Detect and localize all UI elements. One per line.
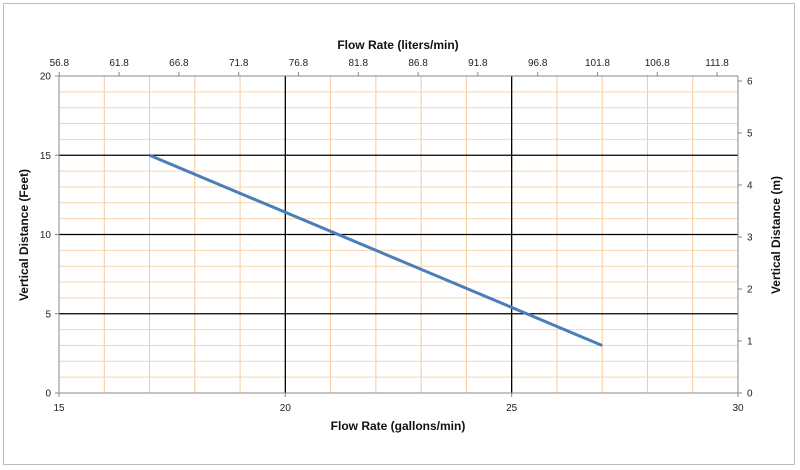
x-bottom-tick-label: 30 (732, 403, 744, 414)
x-top-tick-label: 91.8 (468, 58, 488, 69)
y-left-tick-label: 0 (45, 389, 51, 400)
y-right-tick-label: 5 (747, 128, 753, 139)
x-top-tick-label: 56.8 (50, 58, 70, 69)
y-left-tick-label: 5 (45, 309, 51, 320)
y-right-tick-label: 2 (747, 284, 753, 295)
x-top-tick-label: 111.8 (705, 58, 729, 69)
x-top-tick-label: 96.8 (528, 58, 548, 69)
grid-lines (59, 76, 738, 393)
x-top-tick-label: 61.8 (109, 58, 129, 69)
y-right-tick-label: 1 (747, 336, 753, 347)
y-right-tick-label: 0 (747, 389, 753, 400)
x-top-tick-label: 76.8 (289, 58, 309, 69)
y-left-axis-title: Vertical Distance (Feet) (17, 169, 31, 301)
axes (55, 72, 742, 397)
x-bottom-tick-label: 20 (280, 403, 292, 414)
series-layer (148, 153, 603, 347)
x-top-axis-title: Flow Rate (liters/min) (337, 38, 458, 52)
y-left-tick-label: 10 (40, 230, 52, 241)
x-bottom-tick-label: 15 (53, 403, 65, 414)
x-top-tick-label: 86.8 (408, 58, 428, 69)
y-left-tick-label: 20 (40, 72, 52, 83)
y-right-axis-title: Vertical Distance (m) (769, 176, 783, 294)
x-bottom-axis-title: Flow Rate (gallons/min) (331, 419, 466, 433)
x-top-tick-label: 66.8 (169, 58, 189, 69)
y-right-tick-label: 6 (747, 76, 753, 87)
x-top-tick-label: 106.8 (645, 58, 670, 69)
y-right-tick-label: 3 (747, 232, 753, 243)
x-top-tick-label: 81.8 (349, 58, 369, 69)
series-line (148, 153, 603, 347)
y-right-tick-label: 4 (747, 180, 753, 191)
y-left-tick-label: 15 (40, 151, 52, 162)
x-bottom-tick-label: 25 (506, 403, 518, 414)
x-top-tick-label: 71.8 (229, 58, 249, 69)
x-top-tick-label: 101.8 (585, 58, 610, 69)
